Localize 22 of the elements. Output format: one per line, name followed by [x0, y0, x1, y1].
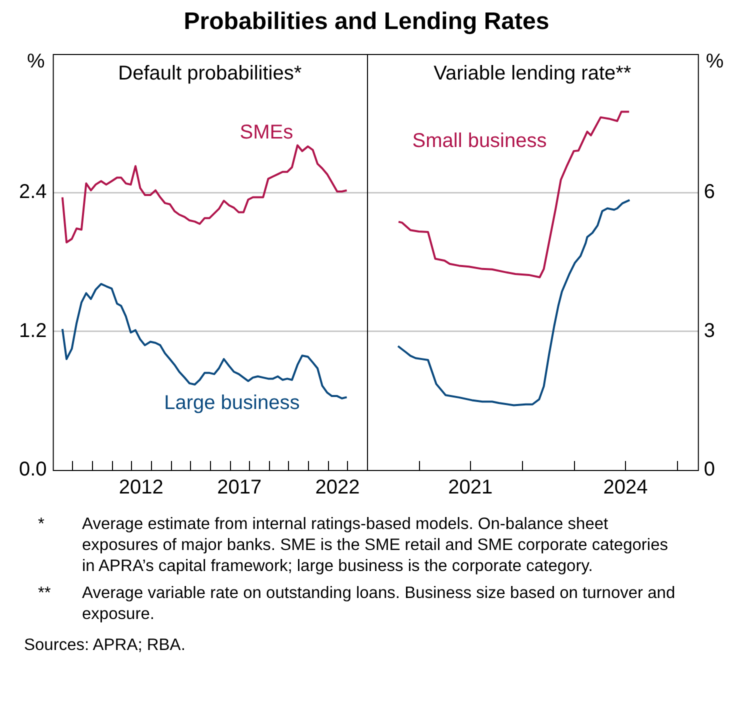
y-tick-label: 1.2: [18, 320, 46, 342]
series-label: Large business: [164, 392, 300, 414]
text: * Average estimate from internal ratings-based models. On-balance sheet exposures of major banks. SME is the SME retail and SME corporate categories in APRA’s capital framework; large business is the corporate category.: [38, 515, 668, 575]
x-tick-label: 2012: [118, 476, 163, 499]
y2-tick-label: 6: [703, 181, 714, 204]
y-axis-title: %: [26, 50, 45, 73]
x-tick-label: 2021: [448, 476, 492, 499]
chart-subtitle: Default probabilities*: [118, 62, 302, 85]
chart-subtitle: Variable lending rate**: [433, 62, 631, 85]
y2-tick-label: 0: [703, 458, 714, 481]
x-tick-label: 2017: [216, 476, 262, 499]
text: ** Average variable rate on outstanding loans. Business size based on turnover and exposure.: [38, 584, 676, 623]
y-tick-label: 0.0: [18, 458, 46, 481]
source-note: Sources: APRA; RBA.: [24, 635, 186, 656]
series-label: SMEs: [239, 122, 293, 144]
y2-tick-label: 3: [703, 320, 714, 342]
x-tick-label: 2024: [602, 476, 648, 499]
x-tick-label: 2022: [314, 476, 360, 499]
y2-axis-title: %: [705, 50, 724, 73]
y-tick-label: 2.4: [18, 181, 46, 204]
series-label: Small business: [412, 130, 546, 152]
chart-title: Probabilities and Lending Rates: [182, 8, 550, 36]
